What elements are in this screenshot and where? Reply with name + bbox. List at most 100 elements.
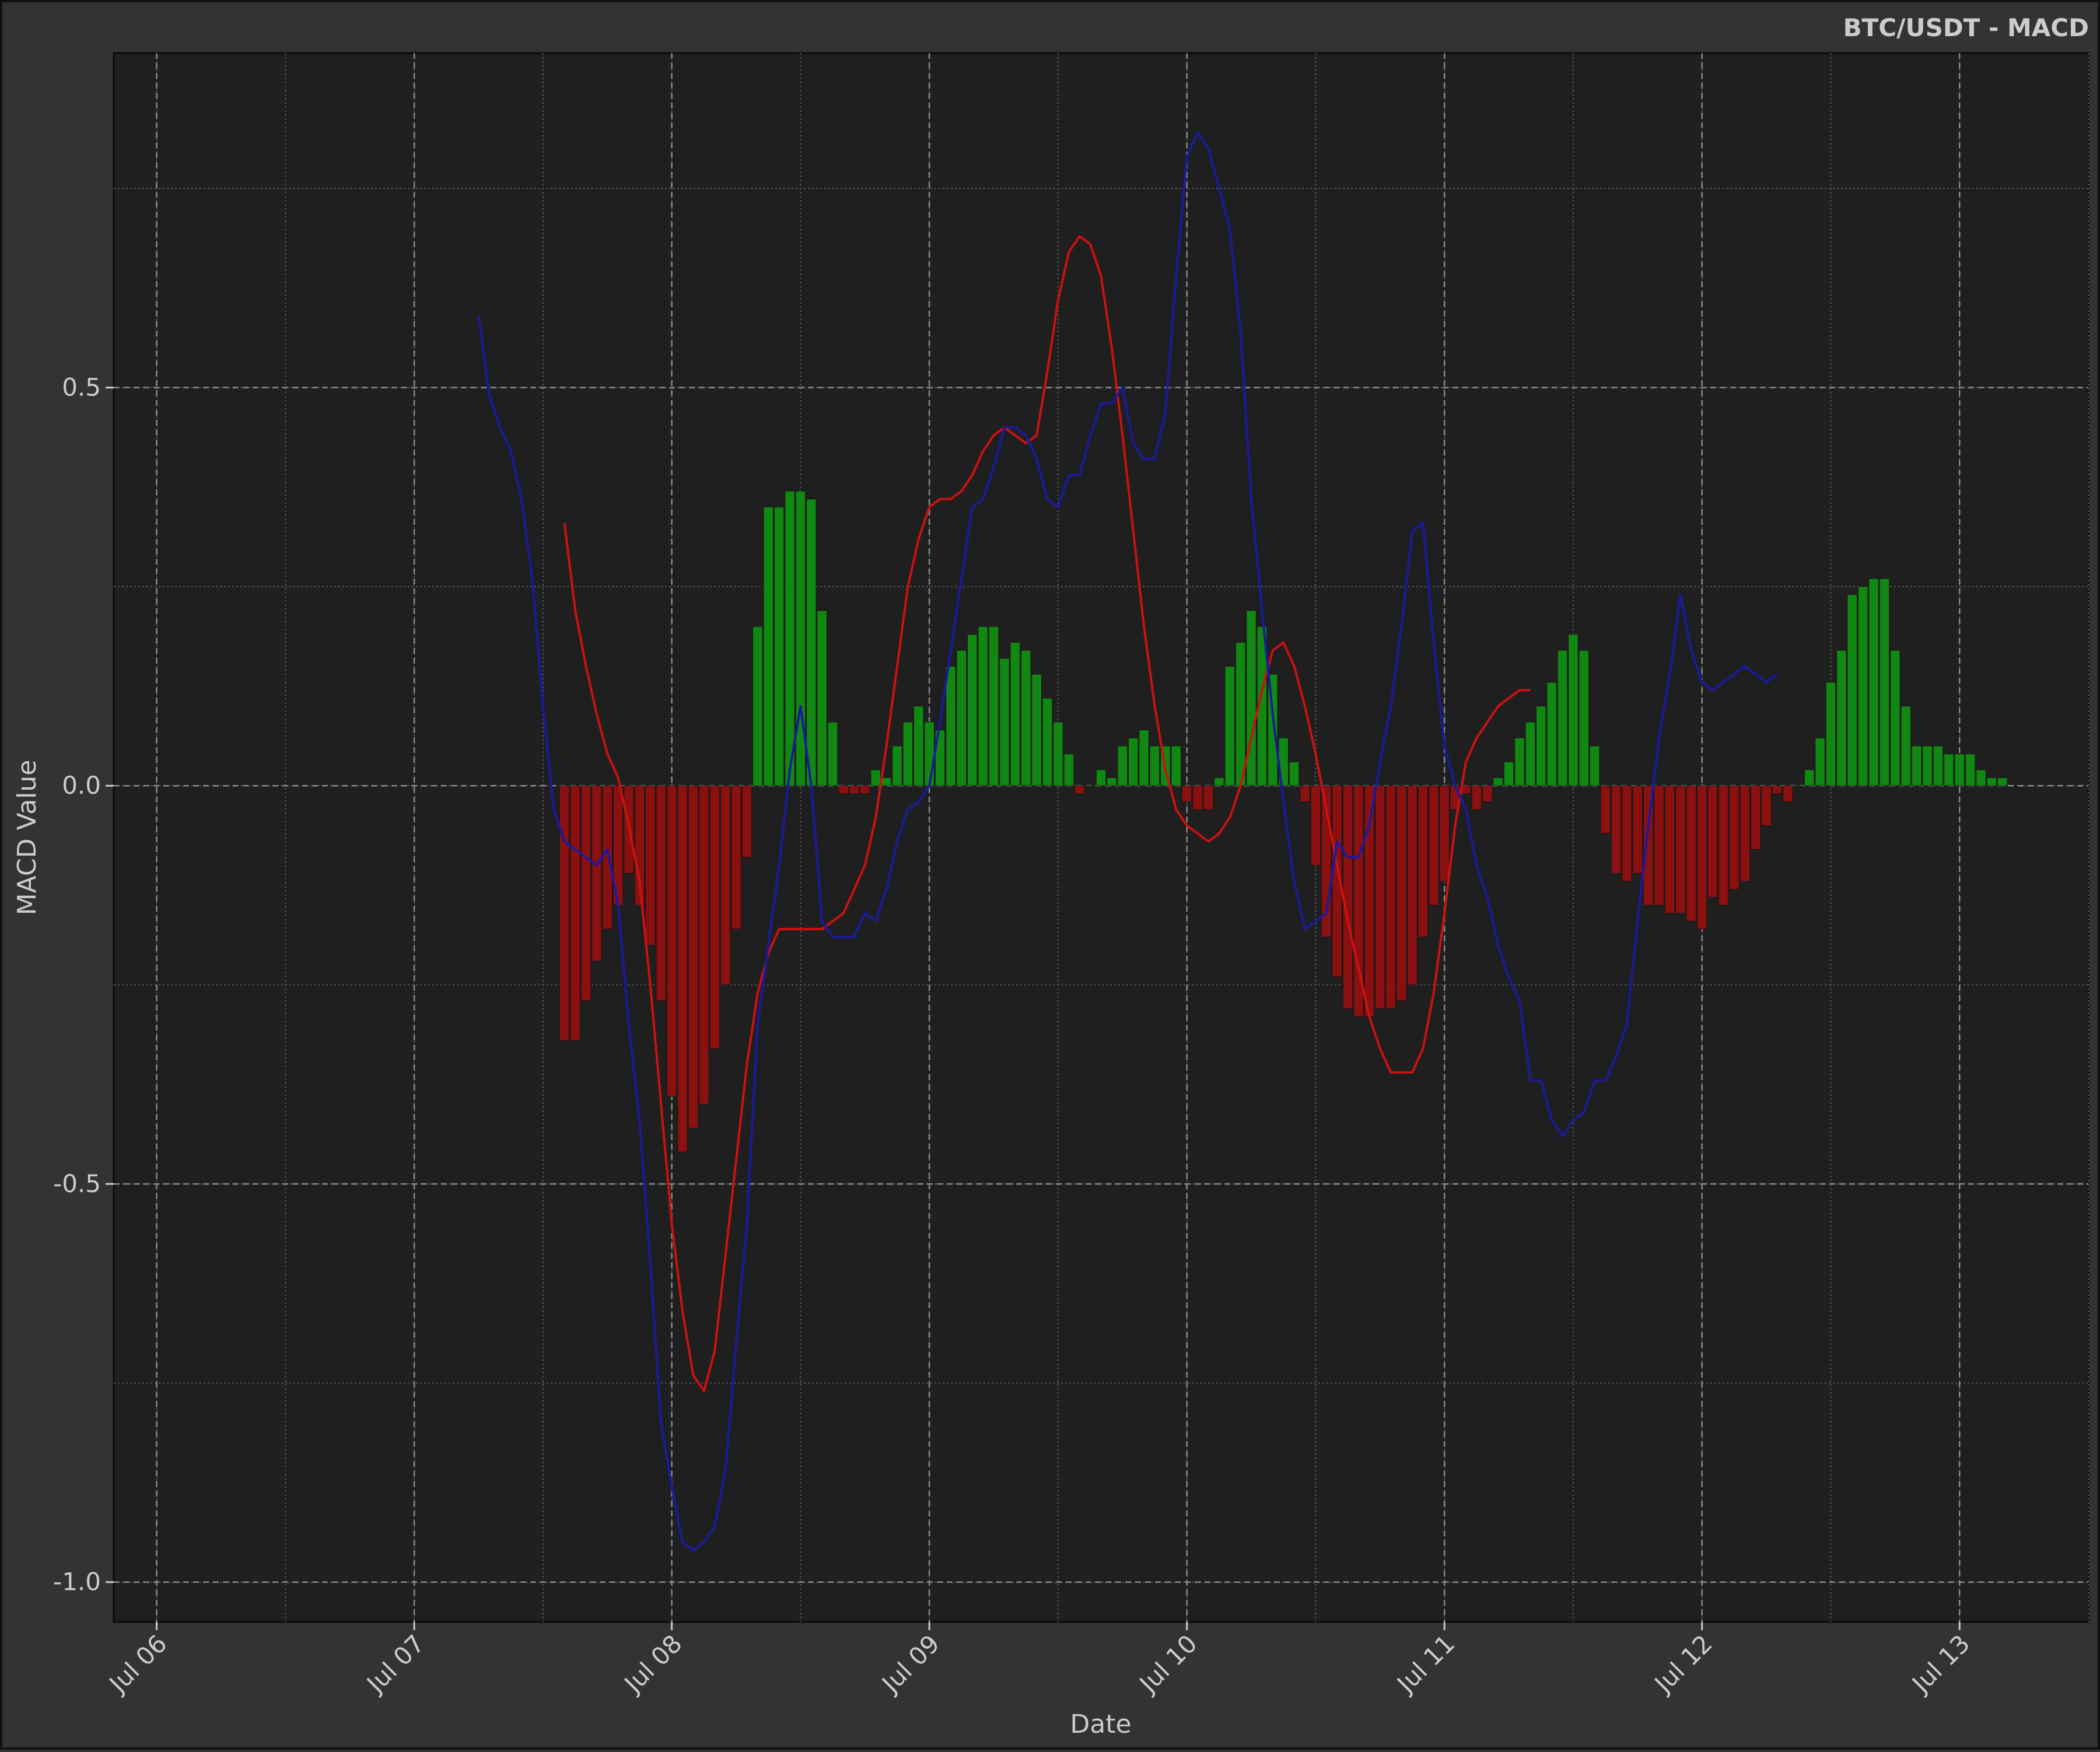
histogram-bar-negative — [666, 785, 677, 1097]
histogram-bar-negative — [1482, 785, 1493, 803]
histogram-bar-negative — [1611, 785, 1622, 874]
histogram-bar-negative — [559, 785, 570, 1041]
x-tick-label: Jul 11 — [1390, 1629, 1460, 1699]
histogram-bar-positive — [1139, 730, 1149, 786]
histogram-bar-positive — [827, 721, 838, 786]
histogram-bar-negative — [677, 785, 688, 1152]
histogram-bar-negative — [741, 785, 752, 858]
histogram-bar-negative — [1074, 785, 1085, 794]
macd-line-group — [477, 131, 1778, 1552]
y-tick-label: 0.0 — [62, 771, 101, 800]
histogram-bar-negative — [1740, 785, 1751, 882]
histogram-bar-positive — [1879, 578, 1890, 786]
histogram-bar-positive — [935, 730, 946, 786]
histogram-bar-negative — [1429, 785, 1439, 906]
macd-line — [477, 131, 1778, 1552]
histogram-bar-negative — [1707, 785, 1718, 898]
histogram-bar-positive — [806, 499, 817, 786]
histogram-bar-positive — [1493, 777, 1503, 786]
histogram-bar-positive — [1847, 594, 1858, 786]
histogram-bar-negative — [1750, 785, 1761, 850]
histogram-bar-negative — [1772, 785, 1783, 794]
histogram-bar-positive — [1815, 737, 1825, 786]
histogram-bar-negative — [1696, 785, 1707, 930]
histogram-bar-positive — [774, 506, 785, 786]
histogram-bar-positive — [1149, 745, 1160, 786]
histogram-bar-positive — [1085, 785, 1096, 787]
histogram-bar-negative — [720, 785, 731, 986]
histogram-bar-negative — [592, 785, 602, 962]
histogram-bar-negative — [580, 785, 592, 1001]
histogram-bar-negative — [1718, 785, 1729, 906]
histogram-bar-positive — [795, 490, 806, 786]
plot-area — [113, 52, 2090, 1623]
histogram-bar-positive — [1922, 745, 1933, 786]
histogram-bar-positive — [956, 650, 967, 786]
histogram-bar-negative — [1203, 785, 1214, 810]
histogram-bar-positive — [881, 777, 892, 786]
histogram-bar-positive — [1053, 721, 1063, 786]
histogram-bar-positive — [1546, 682, 1557, 786]
histogram-bar-negative — [1729, 785, 1740, 890]
histogram-bar-positive — [1063, 754, 1074, 786]
x-tick-label: Jul 06 — [103, 1629, 173, 1699]
histogram-bar-positive — [1578, 650, 1590, 786]
histogram-bar-positive — [913, 706, 924, 786]
histogram-bar-positive — [1514, 737, 1525, 786]
histogram-bar-positive — [1525, 721, 1536, 786]
histogram-bar-positive — [1568, 634, 1578, 786]
histogram-bar-negative — [1783, 785, 1793, 803]
histogram-bar-positive — [1976, 769, 1986, 786]
histogram-bar-positive — [1128, 737, 1139, 786]
histogram-bar-positive — [1031, 674, 1042, 786]
chart-title: BTC/USDT - MACD — [1843, 13, 2089, 42]
histogram-bar-negative — [1643, 785, 1654, 906]
histogram-bar-positive — [1836, 650, 1847, 786]
histogram-bar-negative — [731, 785, 741, 930]
histogram-bar-negative — [602, 785, 613, 930]
histogram-bar-positive — [924, 721, 935, 786]
histogram-bar-negative — [1192, 785, 1203, 810]
histogram-bar-positive — [892, 745, 902, 786]
histogram-bar-positive — [1857, 586, 1868, 786]
histogram-bar-positive — [752, 626, 763, 786]
histogram-bar-positive — [1965, 754, 1976, 786]
histogram-bar-negative — [1439, 785, 1450, 882]
histogram-bar-negative — [1471, 785, 1482, 810]
histogram-bar-positive — [946, 665, 956, 786]
histogram-bar-positive — [817, 610, 827, 786]
y-axis-label: MACD Value — [12, 760, 42, 916]
histogram-bar-negative — [1342, 785, 1353, 1010]
histogram-bar-positive — [1042, 698, 1053, 786]
histogram-bar-positive — [1020, 650, 1031, 786]
histogram-bar-positive — [1107, 777, 1117, 786]
histogram-bar-positive — [967, 634, 978, 786]
histogram-bar-positive — [988, 626, 999, 786]
histogram-bar-positive — [1117, 745, 1128, 786]
histogram-bar-positive — [1868, 578, 1879, 786]
histogram-bar-negative — [645, 785, 656, 945]
histogram-bar-positive — [902, 721, 914, 786]
histogram-bar-negative — [1686, 785, 1697, 921]
histogram-bar-negative — [1600, 785, 1611, 834]
histogram-bar-positive — [1171, 745, 1182, 786]
histogram-bar-positive — [1911, 745, 1922, 786]
histogram-bar-negative — [1632, 785, 1643, 874]
histogram-bar-positive — [1503, 761, 1514, 786]
histogram-bar-positive — [1010, 642, 1021, 786]
histogram-bar-negative — [1418, 785, 1429, 938]
signal-line — [563, 235, 1531, 1392]
histogram-bar-positive — [1289, 761, 1300, 786]
x-tick-label: Jul 07 — [360, 1629, 430, 1699]
histogram-bar-negative — [1407, 785, 1418, 986]
histogram-bar-negative — [1622, 785, 1632, 882]
histogram-bar-positive — [1804, 769, 1815, 786]
histogram-bar-positive — [1890, 650, 1901, 786]
histogram-bar-negative — [688, 785, 699, 1129]
x-axis-label: Date — [1070, 1709, 1131, 1739]
y-tick-label: -1.0 — [53, 1568, 101, 1596]
histogram-bar-negative — [656, 785, 667, 1001]
x-tick-label: Jul 08 — [618, 1629, 688, 1699]
histogram-bar-negative — [1300, 785, 1310, 803]
